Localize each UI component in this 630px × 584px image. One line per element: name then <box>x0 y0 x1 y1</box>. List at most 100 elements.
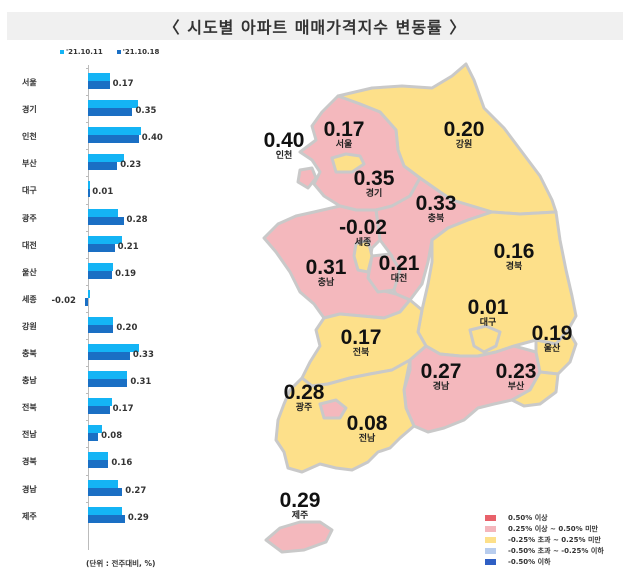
bar-row-label: 전남 <box>22 430 37 440</box>
map-legend-swatch <box>485 536 496 543</box>
region-daejeon <box>366 252 402 294</box>
bar-row-label: 광주 <box>22 213 37 223</box>
bar-curr <box>88 135 139 144</box>
bar-prev <box>88 371 128 380</box>
bar-value-label: 0.19 <box>115 268 137 279</box>
map-region-name: 경남 <box>432 382 450 392</box>
map-region-value: 0.27 <box>420 360 462 383</box>
region-jeonnam <box>274 358 416 474</box>
map-region-value: 0.31 <box>305 256 347 279</box>
region-daegu <box>468 324 502 354</box>
bar-curr <box>88 514 125 523</box>
bar-curr <box>88 433 99 442</box>
unit-note: (단위 : 전주대비, %) <box>86 559 156 568</box>
map-region-label: 0.17 서울 <box>324 119 365 150</box>
bar-value-label: 0.08 <box>101 431 123 442</box>
region-incheon <box>296 166 318 190</box>
legend-label-curr: '21.10.18 <box>122 48 160 56</box>
map-legend-swatch <box>485 547 496 554</box>
bar-curr <box>88 189 90 198</box>
map-region-label: 0.21 대전 <box>379 253 420 284</box>
legend-label-prev: '21.10.11 <box>66 48 103 56</box>
bar-value-label: 0.21 <box>117 241 139 252</box>
region-ulsan <box>534 328 578 376</box>
page-title: 〈 시도별 아파트 매매가격지수 변동률 〉 <box>163 18 467 37</box>
bar-row-label: 서울 <box>22 78 37 87</box>
map-region-name: 제주 <box>291 511 309 521</box>
bar-row: 경남 0.27 <box>0 476 200 503</box>
bar-value-label: 0.17 <box>112 79 134 89</box>
title-bar: 〈 시도별 아파트 매매가격지수 변동률 〉 <box>7 12 623 40</box>
axis-tick <box>86 393 89 395</box>
bar-row-label: 울산 <box>22 267 37 277</box>
bar-curr <box>88 108 133 117</box>
bar-row-label: 인천 <box>22 132 37 142</box>
map-region-label: 0.16 경북 <box>494 241 535 272</box>
bar-prev <box>88 452 109 461</box>
bar-prev <box>88 154 124 163</box>
bar-curr <box>88 216 124 225</box>
map-legend-swatch <box>485 514 496 521</box>
map-region-value: 0.28 <box>283 381 325 404</box>
axis-tick <box>86 176 89 178</box>
bar-row-label: 부산 <box>22 159 37 169</box>
bar-row: 대구 0.01 <box>0 177 200 204</box>
bar-value-label: 0.31 <box>130 377 152 388</box>
bar-row: 경기 0.35 <box>0 96 200 123</box>
map-region-value: 0.35 <box>353 167 395 190</box>
axis-tick <box>86 203 89 205</box>
bar-curr <box>88 162 118 171</box>
map-legend-item: -0.50% 초과 ~ -0.25% 이하 <box>485 545 604 556</box>
bar-curr <box>88 460 109 469</box>
bar-chart-axis <box>88 65 89 550</box>
axis-tick <box>86 474 89 476</box>
map-region-label: 0.31 충남 <box>305 256 347 288</box>
bar-value-label: 0.20 <box>116 322 138 333</box>
map-region-name: 대전 <box>390 274 408 284</box>
bar-prev <box>88 425 102 434</box>
bar-row: 제주 0.29 <box>0 503 200 530</box>
bar-row: 서울 0.17 <box>0 69 200 96</box>
region-seoul <box>330 152 366 174</box>
bar-prev <box>88 208 119 217</box>
bar-row-label: 대전 <box>22 240 37 250</box>
bar-value-label: 0.29 <box>127 512 149 523</box>
map-legend-label: -0.50% 초과 ~ -0.25% 이하 <box>508 546 604 555</box>
map-region-label: 0.40 인천 <box>263 129 305 161</box>
bar-row-label: 전북 <box>22 403 37 413</box>
map-region-name: 울산 <box>543 344 561 354</box>
axis-tick <box>86 95 89 97</box>
map-region-label: 0.01 대구 <box>468 297 509 328</box>
bar-row: 전북 0.17 <box>0 394 200 421</box>
axis-tick <box>86 311 89 313</box>
axis-tick <box>86 68 89 69</box>
bar-curr <box>88 81 110 89</box>
bar-row: 대전 0.21 <box>0 232 200 259</box>
map-region-value: -0.02 <box>339 216 387 239</box>
map-region-name: 대구 <box>479 318 497 328</box>
bar-curr <box>88 487 123 496</box>
map-region-name: 강원 <box>455 140 473 150</box>
legend-item-prev: '21.10.11 <box>60 48 103 56</box>
bar-prev <box>88 100 138 109</box>
bar-row: 충북 0.33 <box>0 340 200 367</box>
axis-tick <box>86 501 89 503</box>
bar-chart-legend: '21.10.11 '21.10.18 <box>60 48 159 56</box>
bar-row-label: 강원 <box>22 321 37 331</box>
map-region-value: 0.40 <box>263 129 305 152</box>
bar-prev <box>88 127 142 136</box>
bar-curr <box>88 379 128 388</box>
map-region-label: 0.35 경기 <box>353 167 395 199</box>
bar-prev <box>88 73 110 81</box>
bar-value-label: 0.01 <box>92 187 114 198</box>
bar-curr <box>85 297 88 306</box>
map-region-name: 충남 <box>317 278 335 288</box>
map-region-label: 0.33 충북 <box>416 193 457 224</box>
map-region-name: 전남 <box>358 434 376 444</box>
bar-value-label: -0.02 <box>51 295 76 306</box>
bar-prev <box>88 479 119 488</box>
map-legend-swatch <box>485 558 496 565</box>
bar-curr <box>88 406 110 415</box>
map-legend-item: -0.25% 초과 ~ 0.25% 미만 <box>485 534 604 545</box>
map-region-label: -0.02 세종 <box>339 216 387 248</box>
